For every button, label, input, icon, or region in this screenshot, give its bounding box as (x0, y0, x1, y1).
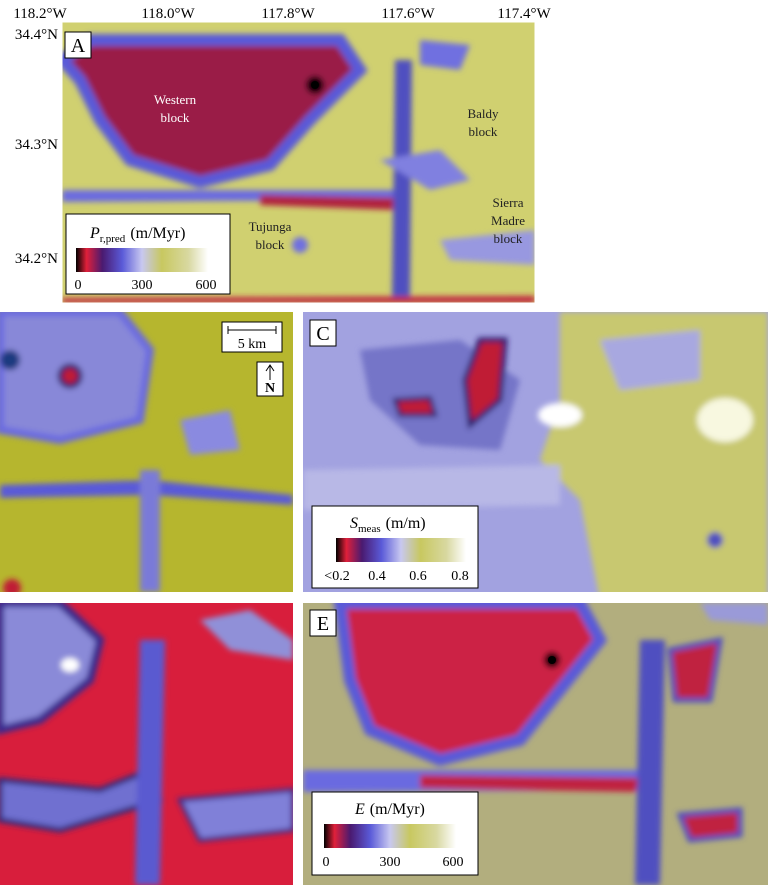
annotation: Baldy (467, 106, 499, 121)
y-label: 34.4°N (15, 27, 58, 43)
y-axis-labels: 34.4°N 34.3°N 34.2°N (15, 27, 58, 267)
x-axis-labels: 118.2°W 118.0°W 117.8°W 117.6°W 117.4°W (13, 6, 551, 22)
y-label: 34.3°N (15, 137, 58, 153)
legend-tick: 600 (196, 278, 217, 293)
north-label: N (265, 381, 275, 396)
legend-symbol: S (350, 515, 358, 532)
x-label: 117.8°W (261, 6, 315, 22)
legend-e: E (m/Myr) 0 300 600 (311, 791, 479, 876)
legend-tick: <0.2 (324, 569, 349, 584)
legend-tick: 0.4 (368, 569, 386, 584)
legend-unit: (m/Myr) (370, 801, 425, 818)
x-label: 117.4°W (497, 6, 551, 22)
panel-label: A (71, 35, 86, 57)
legend-tick: 600 (443, 855, 464, 870)
legend-symbol: E (354, 801, 365, 818)
map-panel-d (0, 603, 293, 885)
legend-symbol: P (89, 225, 100, 242)
panel-label: E (317, 613, 329, 635)
annotation: block (469, 124, 498, 139)
legend-a: Pr,pred (m/Myr) 0 300 600 (65, 213, 231, 295)
scale-label: 5 km (238, 337, 267, 352)
legend-c: Smeas (m/m) <0.2 0.4 0.6 0.8 (311, 505, 479, 589)
legend-title: Smeas (m/m) (350, 515, 426, 535)
x-label: 118.0°W (141, 6, 195, 22)
annotation: Western (154, 92, 197, 107)
legend-tick: 0 (75, 278, 82, 293)
map-panel-b (0, 312, 293, 592)
legend-tick: 0.8 (451, 569, 469, 584)
legend-subscript: meas (358, 523, 381, 535)
panel-label: C (316, 323, 329, 345)
annotation: block (161, 110, 190, 125)
annotation: Tujunga (249, 219, 292, 234)
annotation: block (256, 237, 285, 252)
legend-tick: 0 (323, 855, 330, 870)
legend-tick: 300 (380, 855, 401, 870)
x-label: 118.2°W (13, 6, 67, 22)
legend-title: Pr,pred (m/Myr) (89, 225, 185, 245)
legend-subscript: r,pred (100, 233, 126, 245)
legend-title: E (m/Myr) (354, 801, 425, 818)
annotation: block (494, 231, 523, 246)
legend-unit: (m/Myr) (130, 225, 185, 242)
legend-unit: (m/m) (386, 515, 426, 532)
x-label: 117.6°W (381, 6, 435, 22)
legend-tick: 300 (132, 278, 153, 293)
legend-tick: 0.6 (409, 569, 427, 584)
annotation: Sierra (492, 195, 523, 210)
panel-label-box (64, 31, 92, 59)
y-label: 34.2°N (15, 251, 58, 267)
annotation: Madre (491, 213, 525, 228)
